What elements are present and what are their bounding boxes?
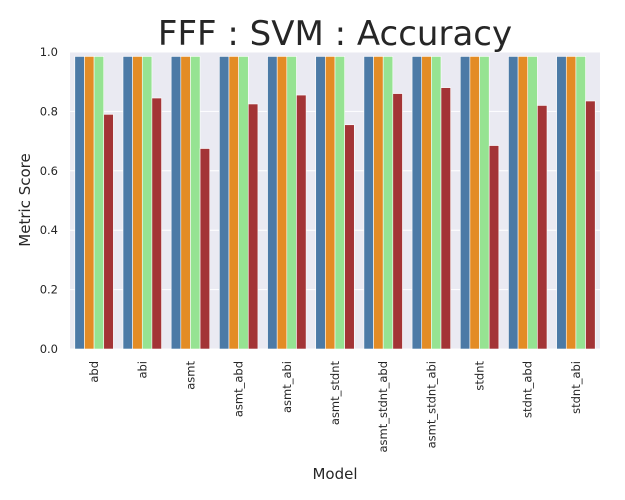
bar [431, 56, 442, 350]
bar [170, 56, 182, 350]
bar [537, 105, 548, 350]
bar [508, 56, 519, 350]
bar [190, 56, 201, 350]
y-tick-label: 0.2 [40, 283, 58, 297]
bar [527, 56, 538, 350]
bar [132, 56, 143, 350]
x-tick-label: stdnt_abd [521, 361, 535, 418]
bar [276, 56, 288, 350]
bar [219, 56, 230, 350]
bar [325, 56, 336, 350]
chart-title: FFF : SVM : Accuracy [158, 14, 512, 54]
x-tick-label: asmt_abi [280, 361, 294, 413]
y-tick-label: 0.8 [40, 104, 58, 118]
x-tick-label: asmt_stdnt [328, 361, 342, 426]
bar [296, 94, 307, 350]
bar [93, 56, 105, 350]
bar [459, 56, 471, 350]
bar [575, 56, 586, 350]
x-tick-label: asmt_stdnt_abi [424, 361, 438, 448]
x-tick-label: abd [87, 361, 101, 383]
bar [247, 103, 259, 350]
y-tick-label: 0.6 [40, 164, 58, 178]
bar [344, 124, 355, 350]
x-axis-label: Model [312, 465, 357, 483]
x-tick-label: asmt_stdnt_abd [376, 361, 390, 453]
bar [382, 56, 394, 350]
x-tick-label: asmt [183, 361, 197, 390]
bar [151, 97, 162, 350]
bar [479, 56, 490, 350]
bar [392, 93, 403, 350]
x-tick-label: asmt_abd [232, 361, 246, 417]
x-tick-label: stdnt [473, 361, 487, 391]
bar [411, 56, 423, 350]
bar [74, 56, 85, 350]
y-tick-label: 0.4 [40, 223, 58, 237]
y-tick-labels: 0.0 0.2 0.4 0.6 0.8 1.0 [40, 45, 58, 356]
bar [103, 114, 114, 350]
bar [334, 56, 345, 350]
bar [122, 56, 133, 350]
bar [286, 56, 297, 350]
bar [488, 145, 500, 350]
bar [469, 56, 480, 350]
y-tick-label: 1.0 [40, 45, 58, 59]
bar [180, 56, 191, 350]
bar [199, 148, 211, 350]
bar [315, 56, 326, 350]
bar [585, 100, 596, 350]
bar [141, 56, 153, 350]
y-tick-label: 0.0 [40, 342, 58, 356]
bar [238, 56, 249, 350]
bar [363, 56, 374, 350]
bar [556, 56, 567, 350]
x-tick-label: abi [135, 361, 149, 379]
y-axis-label: Metric Score [16, 153, 34, 246]
bar [84, 56, 95, 350]
x-tick-label: stdnt_abi [569, 361, 583, 414]
bar [267, 56, 278, 350]
bar [373, 56, 384, 350]
bar [228, 56, 239, 350]
bars [74, 56, 596, 350]
bar [517, 56, 529, 350]
bar [440, 87, 451, 350]
x-tick-labels: abd abi asmt asmt_abd asmt_abi asmt_stdnt asmt… [87, 361, 583, 453]
bar [565, 56, 577, 350]
bar [421, 56, 432, 350]
